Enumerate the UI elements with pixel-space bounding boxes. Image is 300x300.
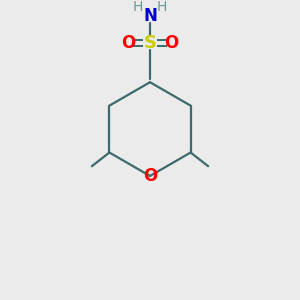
Text: H: H — [133, 0, 143, 14]
Text: N: N — [143, 7, 157, 25]
Text: H: H — [157, 0, 167, 14]
Text: O: O — [122, 34, 136, 52]
Text: O: O — [143, 167, 157, 185]
Text: S: S — [143, 34, 157, 52]
Text: O: O — [164, 34, 178, 52]
